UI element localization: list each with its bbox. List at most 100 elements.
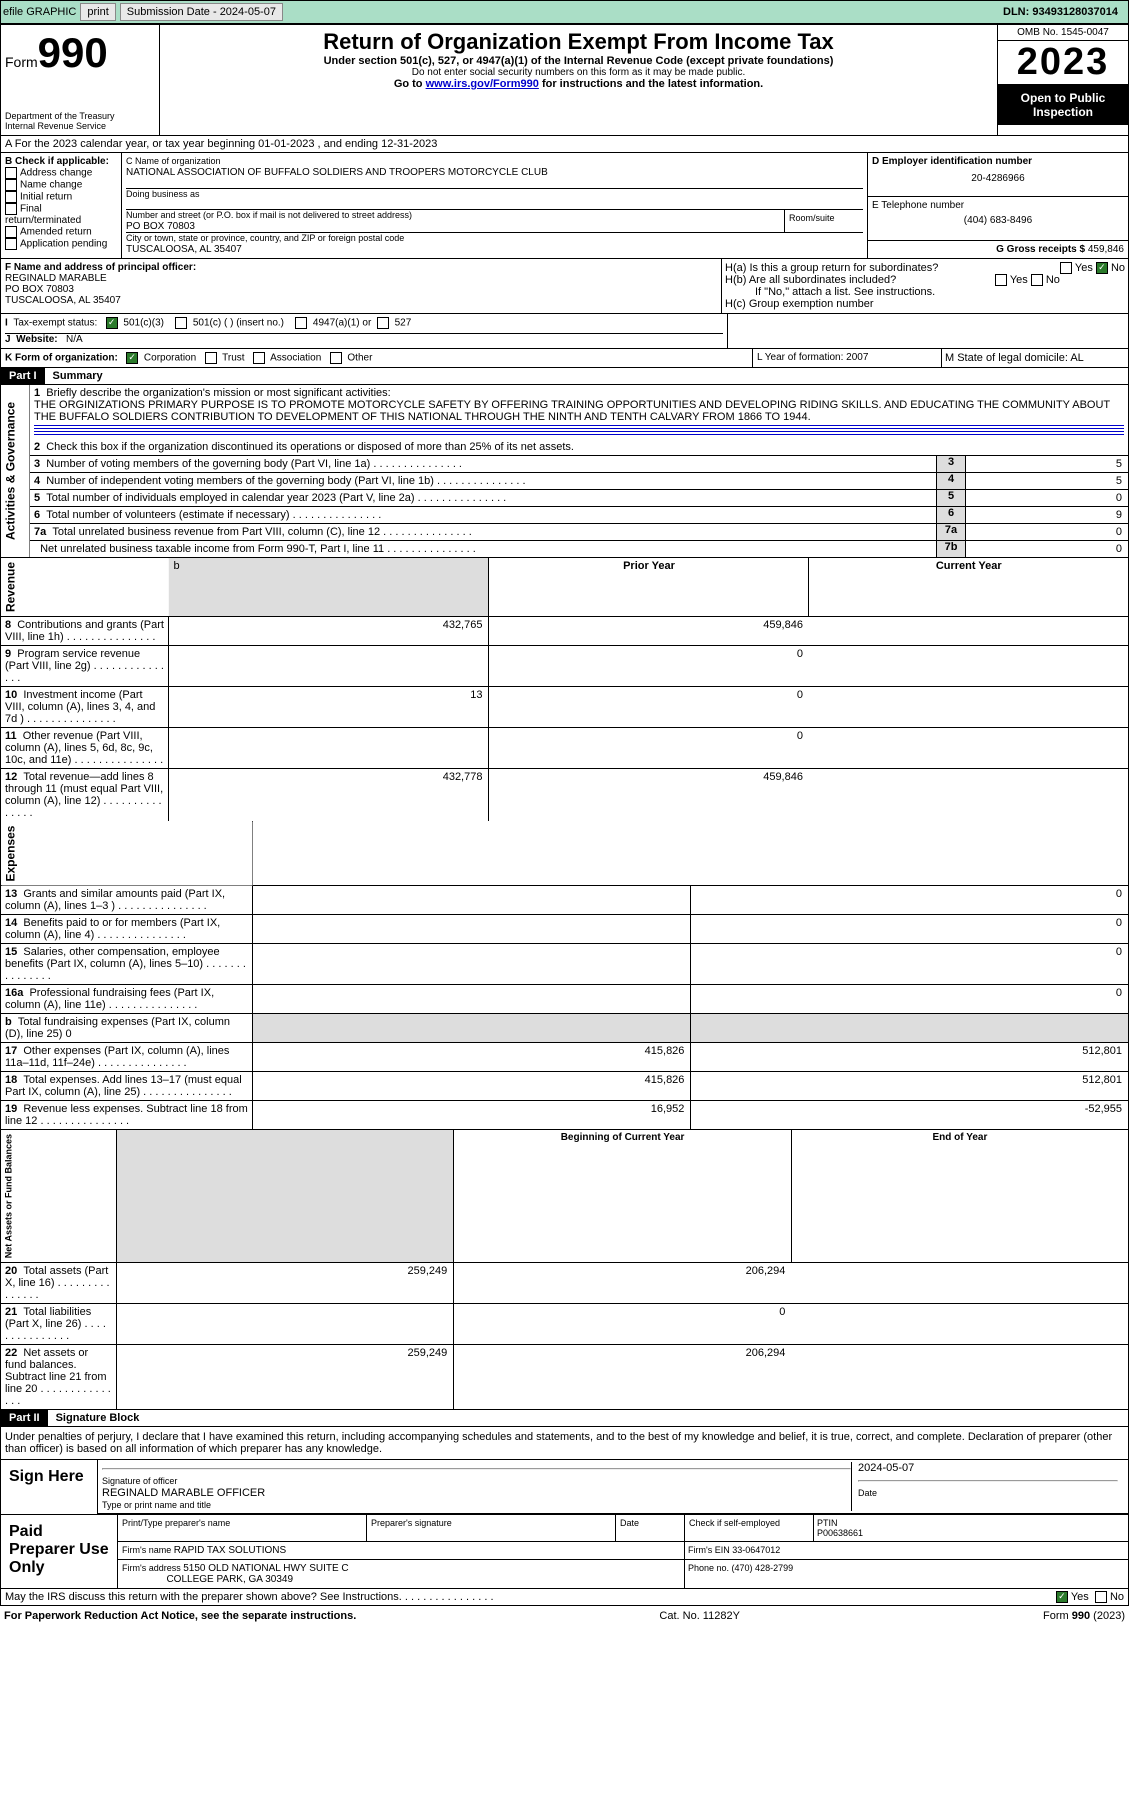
- cb-501c[interactable]: [175, 317, 187, 329]
- hc-label: H(c) Group exemption number: [725, 298, 1125, 310]
- ptin-label: PTIN: [817, 1518, 838, 1528]
- checkbox-name-change[interactable]: [5, 179, 17, 191]
- street: PO BOX 70803: [126, 221, 195, 232]
- part2-title: Signature Block: [56, 1412, 140, 1424]
- part1-title: Summary: [53, 370, 103, 382]
- col-boc: Beginning of Current Year: [454, 1130, 792, 1263]
- efile-label: efile GRAPHIC: [3, 6, 76, 18]
- ha-label: H(a) Is this a group return for subordin…: [725, 262, 938, 274]
- website-label: Website:: [16, 334, 60, 345]
- phone-lbl: Phone no.: [688, 1563, 732, 1573]
- part1-label: Part I: [1, 368, 45, 384]
- sig-date: 2024-05-07: [858, 1462, 914, 1474]
- dln-label: DLN: 93493128037014: [1003, 6, 1126, 18]
- form-subtitle-1: Under section 501(c), 527, or 4947(a)(1)…: [164, 55, 993, 67]
- checkbox-final-return[interactable]: [5, 203, 17, 215]
- officer-addr1: PO BOX 70803: [5, 284, 74, 295]
- goto-prefix: Go to: [394, 78, 426, 90]
- hb-label: H(b) Are all subordinates included?: [725, 274, 896, 286]
- prep-phone: (470) 428-2799: [732, 1563, 794, 1573]
- officer-label: F Name and address of principal officer:: [5, 262, 196, 273]
- org-name-label: C Name of organization: [126, 156, 221, 166]
- type-label: Type or print name and title: [102, 1500, 211, 1510]
- checkbox-initial-return[interactable]: [5, 191, 17, 203]
- room-label: Room/suite: [789, 213, 835, 223]
- checkbox-amended[interactable]: [5, 226, 17, 238]
- year-formation: L Year of formation: 2007: [753, 349, 942, 367]
- col-eoy: End of Year: [791, 1130, 1128, 1263]
- cb-501c3[interactable]: [106, 317, 118, 329]
- col-prior: Prior Year: [489, 558, 809, 617]
- ein-value: 20-4286966: [872, 167, 1124, 184]
- discuss-q: May the IRS discuss this return with the…: [5, 1591, 402, 1603]
- hb-no[interactable]: [1031, 274, 1043, 286]
- footer-center: Cat. No. 11282Y: [659, 1610, 740, 1622]
- form-label: Form: [5, 54, 38, 70]
- website-value: N/A: [66, 334, 83, 345]
- col-curr: Current Year: [809, 558, 1128, 617]
- ha-yes[interactable]: [1060, 262, 1072, 274]
- prep-col1: Print/Type preparer's name: [118, 1515, 367, 1542]
- omb-label: OMB No. 1545-0047: [998, 25, 1128, 40]
- ein-label: D Employer identification number: [872, 156, 1032, 167]
- firm-addr1: 5150 OLD NATIONAL HWY SUITE C: [183, 1563, 348, 1574]
- section-b-header: B Check if applicable:: [5, 156, 109, 167]
- cb-4947[interactable]: [295, 317, 307, 329]
- discuss-yes[interactable]: [1056, 1591, 1068, 1603]
- firm-name: RAPID TAX SOLUTIONS: [174, 1545, 286, 1556]
- submission-date-button[interactable]: Submission Date - 2024-05-07: [120, 3, 283, 21]
- part2-label: Part II: [1, 1410, 48, 1426]
- top-toolbar: efile GRAPHIC print Submission Date - 20…: [0, 0, 1129, 24]
- ptin: P00638661: [817, 1528, 863, 1538]
- formorg-label: K Form of organization:: [5, 353, 118, 364]
- prep-col2: Preparer's signature: [367, 1515, 616, 1542]
- discuss-no[interactable]: [1095, 1591, 1107, 1603]
- gross-value: 459,846: [1088, 244, 1124, 255]
- state-domicile: M State of legal domicile: AL: [942, 349, 1128, 367]
- checkbox-address-change[interactable]: [5, 167, 17, 179]
- sign-here: Sign Here: [1, 1460, 98, 1514]
- goto-suffix: for instructions and the latest informat…: [539, 78, 763, 90]
- cb-corp[interactable]: [126, 352, 138, 364]
- city: TUSCALOOSA, AL 35407: [126, 244, 242, 255]
- firm-ein: 33-0647012: [732, 1545, 780, 1555]
- instructions-link[interactable]: www.irs.gov/Form990: [426, 78, 539, 90]
- gross-label: G Gross receipts $: [996, 244, 1085, 255]
- section-ag: Activities & Governance: [1, 385, 30, 557]
- mission-label: Briefly describe the organization's miss…: [46, 387, 390, 399]
- print-button[interactable]: print: [80, 3, 115, 21]
- firmein-label: Firm's EIN: [688, 1545, 732, 1555]
- form-subtitle-2: Do not enter social security numbers on …: [164, 67, 993, 78]
- footer-left: For Paperwork Reduction Act Notice, see …: [4, 1610, 356, 1622]
- mission-text: THE ORGINIZATIONS PRIMARY PURPOSE IS TO …: [34, 399, 1110, 423]
- officer-name: REGINALD MARABLE: [5, 273, 107, 284]
- form-title: Return of Organization Exempt From Incom…: [164, 29, 993, 55]
- perjury-text: Under penalties of perjury, I declare th…: [1, 1427, 1128, 1459]
- cb-other[interactable]: [330, 352, 342, 364]
- firmaddr-label: Firm's address: [122, 1563, 183, 1573]
- section-na: Net Assets or Fund Balances: [1, 1130, 116, 1263]
- line-a: For the 2023 calendar year, or tax year …: [15, 138, 438, 150]
- ha-no[interactable]: [1096, 262, 1108, 274]
- sig-label: Signature of officer: [102, 1476, 177, 1486]
- hb-yes[interactable]: [995, 274, 1007, 286]
- irs-label: Internal Revenue Service: [5, 121, 155, 131]
- h-note: If "No," attach a list. See instructions…: [725, 286, 1125, 298]
- section-exp: Expenses: [1, 821, 253, 886]
- city-label: City or town, state or province, country…: [126, 233, 404, 243]
- cb-trust[interactable]: [205, 352, 217, 364]
- checkbox-app-pending[interactable]: [5, 238, 17, 250]
- open-public-label: Open to Public Inspection: [998, 84, 1128, 125]
- form-number: 990: [38, 29, 108, 76]
- cb-527[interactable]: [377, 317, 389, 329]
- self-emp: Check if self-employed: [689, 1518, 780, 1528]
- tax-year: 2023: [998, 40, 1128, 84]
- cb-assoc[interactable]: [253, 352, 265, 364]
- org-name: NATIONAL ASSOCIATION OF BUFFALO SOLDIERS…: [126, 167, 548, 178]
- firm-addr2: COLLEGE PARK, GA 30349: [166, 1574, 293, 1585]
- phone-value: (404) 683-8496: [872, 211, 1124, 226]
- dept-label: Department of the Treasury: [5, 111, 155, 121]
- section-rev: Revenue: [1, 558, 169, 617]
- paid-prep-label: Paid Preparer Use Only: [1, 1515, 118, 1589]
- sig-name: REGINALD MARABLE OFFICER: [102, 1487, 265, 1499]
